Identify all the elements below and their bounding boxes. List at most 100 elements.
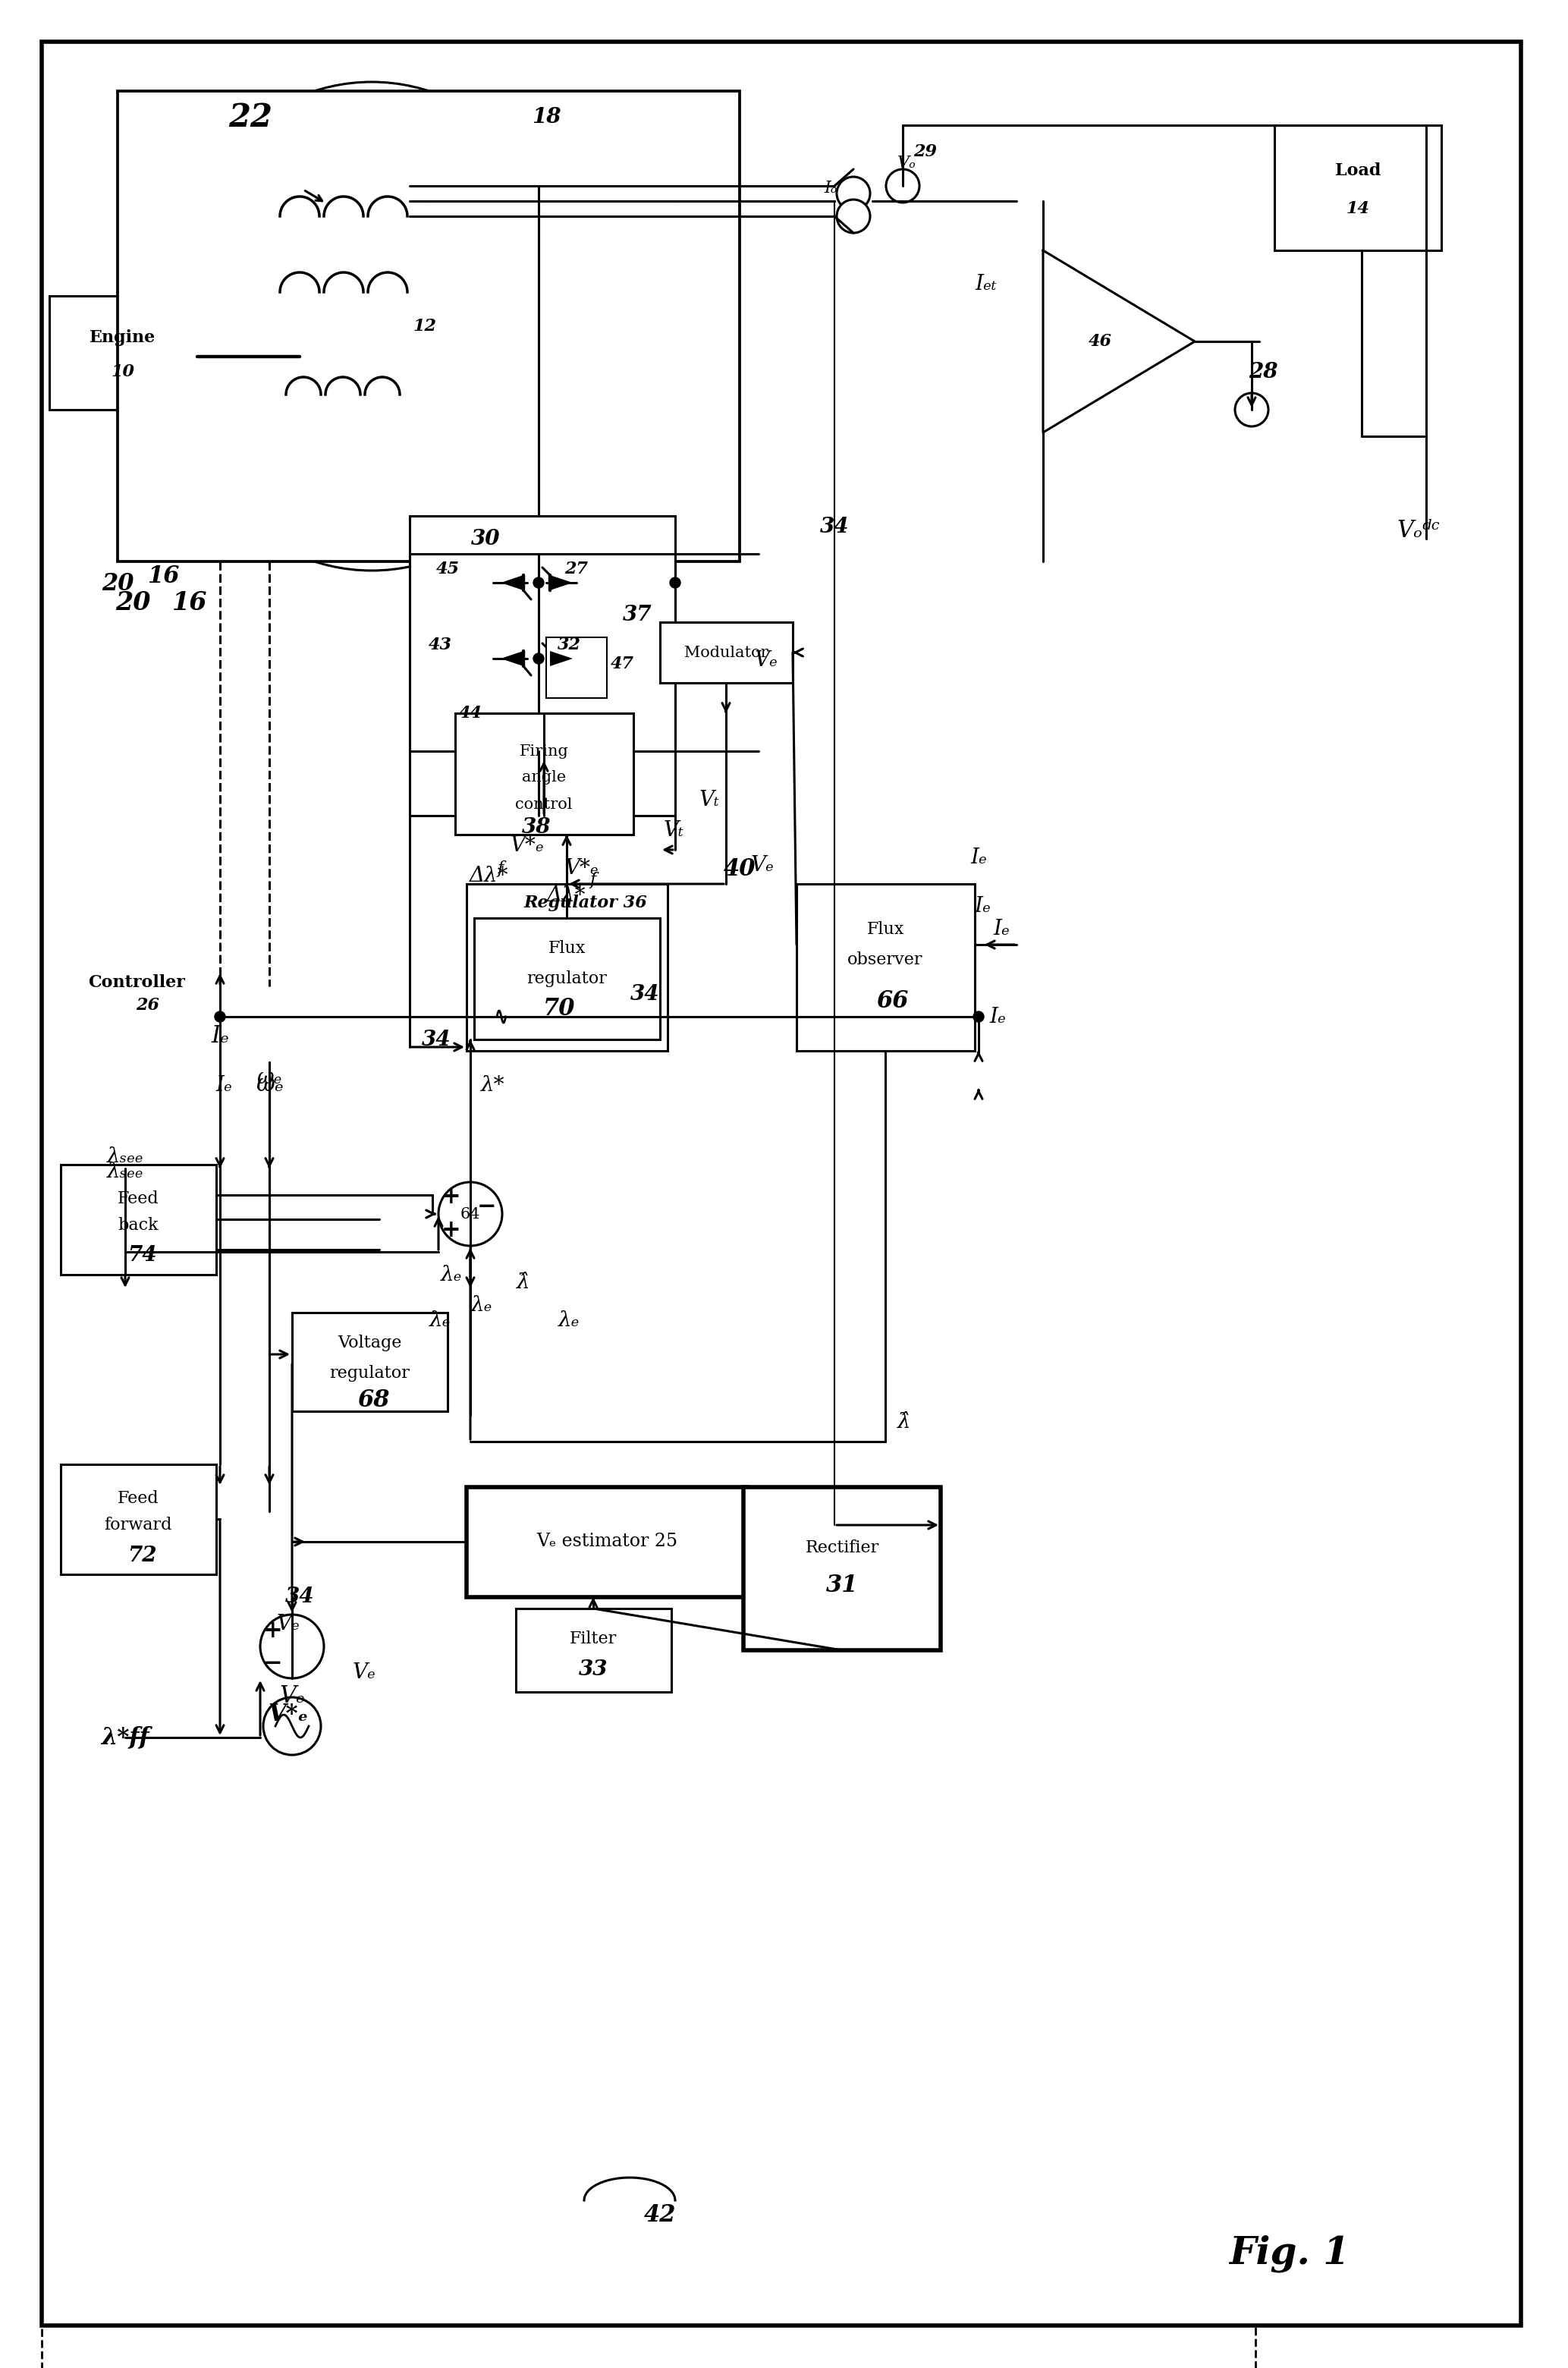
- Text: Filter: Filter: [569, 1632, 616, 1648]
- Text: back: back: [118, 1217, 158, 1234]
- Text: +: +: [263, 1620, 282, 1643]
- Circle shape: [260, 1615, 325, 1679]
- Polygon shape: [1043, 251, 1195, 433]
- Text: Iₑ: Iₑ: [989, 1006, 1005, 1028]
- Text: V*ₑ: V*ₑ: [268, 1703, 309, 1726]
- Text: 40: 40: [723, 857, 756, 881]
- Text: 27: 27: [564, 561, 588, 578]
- Text: Rectifier: Rectifier: [804, 1539, 880, 1556]
- Bar: [546, 637, 607, 699]
- Bar: [516, 1608, 671, 1693]
- Bar: [289, 857, 1270, 2280]
- Text: control: control: [516, 798, 572, 812]
- Text: angle: angle: [522, 770, 566, 784]
- Text: +: +: [442, 1186, 461, 1210]
- Text: 33: 33: [579, 1660, 608, 1679]
- Text: 26: 26: [136, 997, 160, 1014]
- Text: 44: 44: [458, 706, 481, 722]
- Text: V*ₑ: V*ₑ: [564, 860, 599, 879]
- Text: Vₒᵈᶜ: Vₒᵈᶜ: [1397, 519, 1439, 542]
- Text: Δλ*: Δλ*: [470, 867, 510, 886]
- Text: Vₑ estimator 25: Vₑ estimator 25: [536, 1532, 677, 1551]
- Circle shape: [837, 199, 870, 232]
- Text: Modulator: Modulator: [684, 646, 768, 661]
- Polygon shape: [550, 575, 572, 590]
- Text: λ̂: λ̂: [897, 1411, 911, 1433]
- Circle shape: [533, 654, 544, 663]
- Bar: [409, 516, 676, 815]
- Text: 16: 16: [147, 566, 179, 587]
- Text: Vₜ: Vₜ: [699, 791, 720, 810]
- Text: 66: 66: [877, 990, 909, 1014]
- Circle shape: [215, 1011, 226, 1023]
- Text: 10: 10: [111, 362, 135, 381]
- Text: Controller: Controller: [88, 973, 185, 990]
- Text: 14: 14: [1345, 201, 1369, 218]
- Text: observer: observer: [848, 952, 924, 969]
- Text: 43: 43: [428, 637, 452, 654]
- Text: λ*ff: λ*ff: [100, 1726, 149, 1750]
- Text: 12: 12: [412, 317, 436, 334]
- Text: 68: 68: [358, 1388, 389, 1411]
- Text: forward: forward: [103, 1516, 172, 1534]
- Text: Vₑ: Vₑ: [353, 1662, 376, 1684]
- Text: Flux: Flux: [547, 940, 585, 957]
- Text: λ̂: λ̂: [517, 1272, 530, 1293]
- Text: 29: 29: [914, 144, 938, 161]
- Text: Vₜ: Vₜ: [663, 822, 684, 841]
- Text: 38: 38: [522, 817, 550, 838]
- Text: f: f: [590, 871, 596, 888]
- Circle shape: [439, 1182, 502, 1246]
- Text: 28: 28: [1248, 362, 1278, 381]
- Text: ωₑ: ωₑ: [257, 1068, 282, 1087]
- Bar: [474, 919, 660, 1040]
- Text: λ*: λ*: [481, 1075, 505, 1096]
- Bar: [467, 1487, 748, 1596]
- Text: λₑ: λₑ: [441, 1265, 463, 1286]
- Text: 34: 34: [630, 983, 660, 1004]
- Text: −: −: [477, 1193, 497, 1217]
- Text: f: f: [497, 860, 503, 876]
- Circle shape: [974, 1011, 983, 1023]
- Bar: [61, 1165, 216, 1274]
- Text: λₑ: λₑ: [470, 1295, 492, 1314]
- Bar: [118, 90, 740, 561]
- Text: 34: 34: [820, 516, 848, 538]
- Text: Load: Load: [1334, 163, 1381, 180]
- Text: 64: 64: [461, 1208, 480, 1222]
- Text: V*ₑ: V*ₑ: [510, 836, 544, 857]
- Text: 70: 70: [543, 997, 575, 1021]
- Bar: [660, 623, 793, 682]
- Ellipse shape: [160, 83, 585, 571]
- Bar: [467, 883, 668, 1051]
- Text: 34: 34: [422, 1030, 450, 1049]
- Text: regulator: regulator: [329, 1364, 409, 1381]
- Text: 31: 31: [826, 1575, 858, 1598]
- Text: Iₑ: Iₑ: [974, 897, 991, 916]
- Text: Vₑ: Vₑ: [279, 1684, 304, 1707]
- Text: Voltage: Voltage: [337, 1336, 401, 1352]
- Text: 46: 46: [1088, 334, 1112, 350]
- Circle shape: [263, 1698, 321, 1755]
- Text: 20: 20: [102, 573, 133, 597]
- Circle shape: [670, 578, 681, 587]
- Text: λₛₑₑ: λₛₑₑ: [107, 1163, 144, 1182]
- Bar: [797, 883, 975, 1051]
- Text: −: −: [263, 1650, 282, 1674]
- Text: 32: 32: [557, 637, 580, 654]
- Text: Iₑ: Iₑ: [215, 1075, 232, 1096]
- Circle shape: [886, 168, 919, 204]
- Text: regulator: regulator: [527, 971, 607, 987]
- Bar: [743, 1487, 941, 1650]
- Text: Flux: Flux: [867, 921, 905, 938]
- Text: +: +: [442, 1220, 461, 1243]
- Text: λₑ: λₑ: [430, 1310, 450, 1331]
- Text: 18: 18: [532, 107, 561, 128]
- Text: λₑ: λₑ: [558, 1310, 580, 1331]
- Text: 42: 42: [644, 2205, 676, 2228]
- Text: 72: 72: [127, 1546, 157, 1565]
- Text: ωₑ: ωₑ: [256, 1073, 284, 1096]
- Text: Vₑ: Vₑ: [754, 649, 778, 670]
- Text: Vₑ: Vₑ: [276, 1613, 299, 1634]
- Text: Iₑ: Iₑ: [993, 919, 1010, 940]
